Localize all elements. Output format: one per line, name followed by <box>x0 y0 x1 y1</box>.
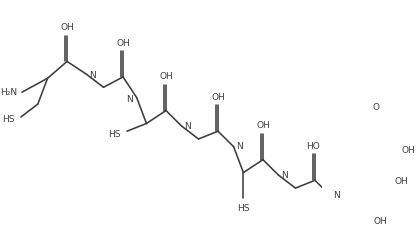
Text: HS: HS <box>108 130 121 139</box>
Text: N: N <box>89 71 96 80</box>
Text: OH: OH <box>401 146 415 155</box>
Text: N: N <box>184 122 191 131</box>
Text: OH: OH <box>395 177 408 186</box>
Text: N: N <box>236 142 243 151</box>
Text: O: O <box>373 103 380 112</box>
Text: OH: OH <box>257 121 270 130</box>
Text: HS: HS <box>237 204 250 213</box>
Text: HS: HS <box>3 115 15 124</box>
Text: OH: OH <box>212 93 226 102</box>
Text: N: N <box>333 191 339 200</box>
Text: N: N <box>126 95 133 104</box>
Text: OH: OH <box>373 217 387 226</box>
Text: OH: OH <box>160 72 173 81</box>
Text: N: N <box>281 171 288 180</box>
Text: OH: OH <box>61 23 75 32</box>
Text: HO: HO <box>306 142 320 151</box>
Text: H₂N: H₂N <box>0 88 18 97</box>
Text: OH: OH <box>117 39 131 48</box>
